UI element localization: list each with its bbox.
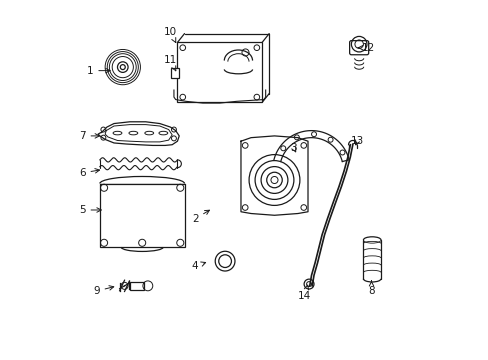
FancyBboxPatch shape bbox=[349, 41, 368, 55]
Text: 9: 9 bbox=[93, 286, 114, 296]
Bar bbox=[177, 42, 262, 102]
Text: 3: 3 bbox=[290, 143, 297, 153]
Text: 11: 11 bbox=[163, 55, 177, 71]
Polygon shape bbox=[98, 122, 179, 145]
Bar bbox=[130, 282, 144, 290]
Text: 5: 5 bbox=[79, 205, 101, 215]
Text: 1: 1 bbox=[86, 66, 110, 76]
Text: 4: 4 bbox=[191, 261, 205, 271]
Polygon shape bbox=[241, 136, 307, 215]
Circle shape bbox=[120, 65, 125, 69]
Bar bbox=[100, 184, 184, 247]
Bar bbox=[171, 68, 179, 78]
Text: 12: 12 bbox=[358, 43, 374, 53]
Text: 6: 6 bbox=[79, 168, 100, 178]
Text: 7: 7 bbox=[79, 131, 100, 141]
Text: 13: 13 bbox=[350, 136, 363, 146]
Text: 2: 2 bbox=[191, 210, 209, 224]
Text: 10: 10 bbox=[163, 27, 177, 42]
Text: 8: 8 bbox=[367, 280, 374, 296]
Text: 14: 14 bbox=[297, 285, 310, 301]
